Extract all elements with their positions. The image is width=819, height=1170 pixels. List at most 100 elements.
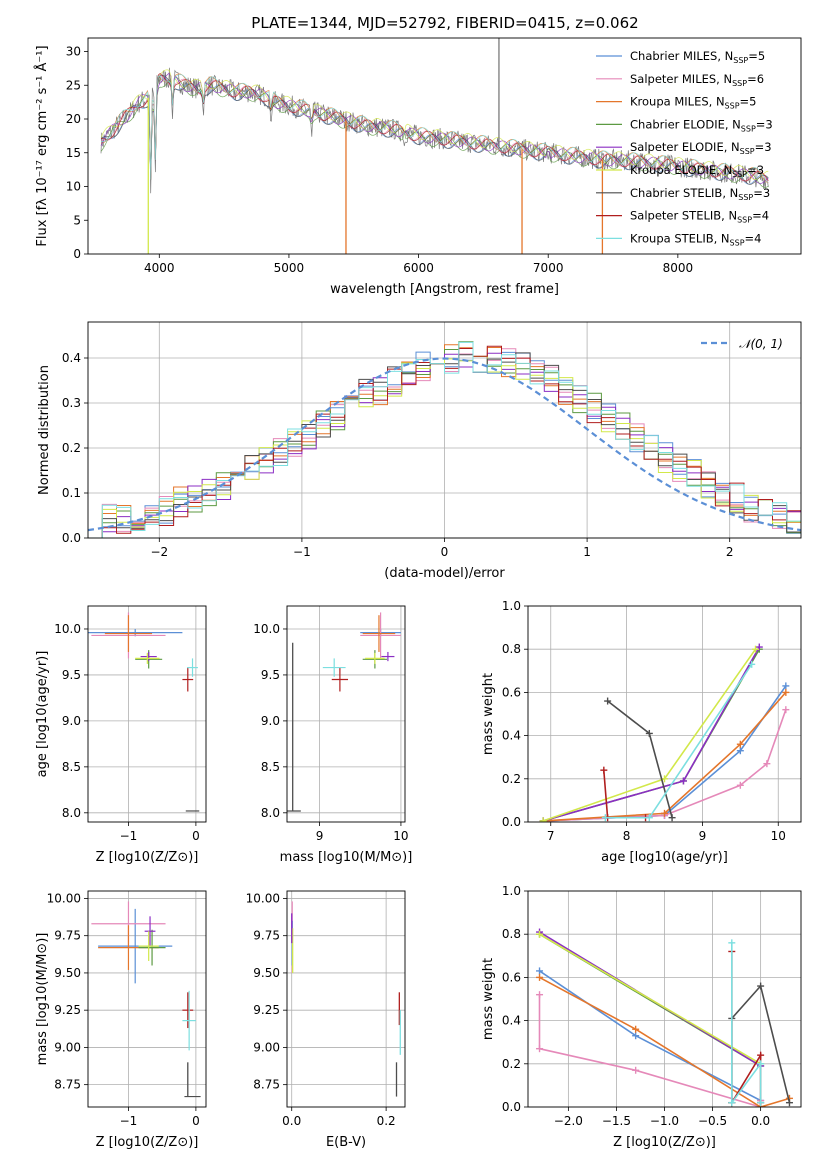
y-tick-label: 8.0 — [261, 806, 280, 820]
x-tick-label: 7000 — [533, 261, 564, 275]
legend-series-name: Salpeter ELODIE, N — [630, 140, 740, 154]
massweight-vs-metallicity-panel: −2.0 −1.5 −1.0 −0.5 0.0 0.0 0.2 0.4 0.6 0.8 1.0 Z [… — [481, 884, 802, 1150]
y-axis-label: mass weight — [481, 673, 496, 755]
y-tick-label: 20 — [66, 112, 81, 126]
legend-nssp-value: =3 — [755, 140, 772, 154]
legend-subscript: SSP — [732, 79, 747, 88]
mass-vs-ebv-panel: 0.0 0.2 8.75 9.00 9.25 9.50 9.75 10.00 E(B-V) — [246, 890, 406, 1150]
y-tick-label: 0.3 — [62, 396, 81, 410]
legend-label: Salpeter ELODIE, NSSP=3 — [630, 140, 772, 156]
model-spectrum-line — [100, 74, 769, 185]
x-tick-label: 8 — [623, 829, 631, 843]
axes-frame — [286, 605, 406, 823]
normal-curve — [88, 357, 801, 532]
x-tick-label: 1 — [583, 545, 591, 559]
x-tick-label: 4000 — [144, 261, 175, 275]
x-axis-label: Z [log10(Z/Z⊙)] — [96, 850, 199, 865]
y-tick-label: 9.50 — [54, 966, 81, 980]
massweight-vs-age-panel: 7 8 9 10 0.0 0.2 0.4 0.6 0.8 1.0 age [log10(age/yr… — [481, 599, 802, 865]
y-tick-label: 0.6 — [502, 970, 521, 984]
mass-weight-line — [539, 976, 790, 1107]
x-axis-label: age [log10(age/yr)] — [601, 850, 728, 865]
y-tick-label: 9.25 — [253, 1003, 280, 1017]
x-tick-label: 9 — [699, 829, 707, 843]
legend-series-name: Chabrier ELODIE, N — [630, 117, 741, 131]
figure-title: PLATE=1344, MJD=52792, FIBERID=0415, z=0… — [251, 14, 638, 32]
spectrum-panel: 4000 5000 6000 7000 8000 0 5 10 15 20 25 30 waveleng… — [34, 37, 802, 297]
mass-vs-metallicity-panel: −1 0 8.75 9.00 9.25 9.50 9.75 10.00 Z [log10(Z/Z… — [35, 890, 207, 1150]
y-tick-label: 15 — [66, 146, 81, 160]
x-tick-label: 10 — [771, 829, 786, 843]
x-tick-label: 8000 — [663, 261, 694, 275]
legend-label: Kroupa STELIB, NSSP=4 — [630, 231, 761, 247]
residuals-panel: −2 −1 0 1 2 0.0 0.1 0.2 0.3 0.4 (data-model)/error… — [37, 321, 802, 581]
plot-area — [88, 612, 200, 812]
legend-series-name: Kroupa MILES, N — [630, 95, 725, 109]
x-tick-label: −1 — [120, 829, 138, 843]
legend-nssp-value: =3 — [753, 186, 770, 200]
model-spectrum-line — [100, 74, 769, 183]
y-tick-label: 9.00 — [253, 1040, 280, 1054]
legend-nssp-value: =3 — [756, 117, 773, 131]
axes-frame — [527, 890, 802, 1108]
mass-weight-line — [605, 663, 753, 819]
legend-label: Kroupa ELODIE, NSSP=3 — [630, 163, 764, 179]
legend-subscript: SSP — [737, 216, 752, 225]
x-tick-label: −2.0 — [554, 1114, 583, 1128]
y-axis-label: Flux [fλ 10⁻¹⁷ erg cm⁻² s⁻¹ Å⁻¹] — [34, 45, 50, 246]
y-tick-label: 0.4 — [502, 729, 521, 743]
legend-series-name: Chabrier MILES, N — [630, 49, 733, 63]
y-tick-label: 10.00 — [47, 891, 81, 905]
x-tick-label: −0.5 — [698, 1114, 727, 1128]
y-tick-label: 9.0 — [62, 714, 81, 728]
model-spectrum-line — [100, 74, 769, 183]
legend-subscript: SSP — [738, 193, 753, 202]
y-tick-label: 0.2 — [502, 1057, 521, 1071]
x-tick-label: 7 — [547, 829, 555, 843]
legend-nssp-value: =4 — [745, 231, 762, 245]
legend-subscript: SSP — [732, 170, 747, 179]
y-tick-label: 0 — [73, 247, 81, 261]
legend-label: 𝒩(0, 1) — [739, 337, 783, 351]
legend-series-name: Chabrier STELIB, N — [630, 186, 738, 200]
x-tick-label: 2 — [726, 545, 734, 559]
y-axis-label: Normed distribution — [37, 365, 52, 495]
x-tick-label: 0 — [192, 829, 200, 843]
axes-frame — [286, 890, 406, 1108]
plot-area — [287, 612, 401, 812]
mass-weight-line — [730, 942, 762, 1106]
model-spectrum-line — [100, 74, 769, 185]
legend-nssp-value: =5 — [740, 95, 757, 109]
y-tick-label: 0.1 — [62, 486, 81, 500]
plot-area — [539, 643, 790, 822]
plot-area — [536, 928, 793, 1107]
x-tick-label: 0 — [192, 1114, 200, 1128]
observed-spectrum-line — [100, 67, 769, 194]
legend-subscript: SSP — [741, 124, 756, 133]
y-tick-label: 0.0 — [502, 1100, 521, 1114]
mass-weight-line — [542, 648, 760, 822]
y-tick-label: 8.75 — [253, 1078, 280, 1092]
plot-area — [88, 341, 801, 538]
y-tick-label: 9.75 — [54, 929, 81, 943]
mass-weight-line — [543, 709, 787, 822]
mass-weight-line — [543, 691, 787, 822]
legend-label: Kroupa MILES, NSSP=5 — [630, 95, 756, 111]
y-tick-label: 10.00 — [246, 891, 280, 905]
legend-nssp-value: =4 — [752, 209, 769, 223]
y-axis-label: age [log10(age/yr)] — [35, 651, 50, 778]
x-axis-label: mass [log10(M/M⊙)] — [280, 850, 413, 865]
y-tick-label: 1.0 — [502, 599, 521, 613]
y-tick-label: 30 — [66, 45, 81, 59]
y-tick-label: 0.0 — [502, 815, 521, 829]
y-tick-label: 1.0 — [502, 884, 521, 898]
y-tick-label: 0.4 — [62, 351, 81, 365]
y-tick-label: 0.2 — [62, 441, 81, 455]
y-tick-label: 9.0 — [261, 714, 280, 728]
y-tick-label: 9.5 — [62, 668, 81, 682]
x-tick-label: −1.0 — [650, 1114, 679, 1128]
x-tick-label: 6000 — [403, 261, 434, 275]
y-tick-label: 0.8 — [502, 927, 521, 941]
legend-subscript: SSP — [740, 147, 755, 156]
